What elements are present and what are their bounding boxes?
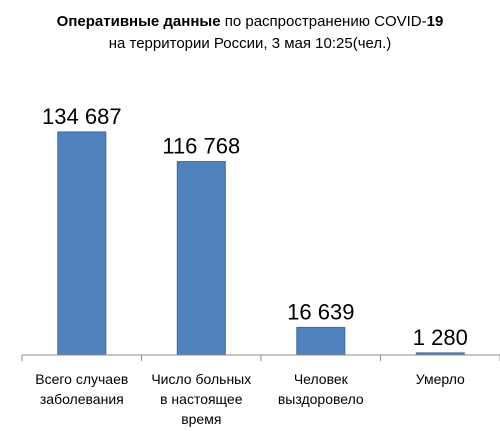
bar-2 (176, 161, 226, 356)
data-label-4: 1 280 (413, 325, 468, 350)
category-label-line: время (181, 411, 221, 427)
chart-title-mid: по распространению COVID- (221, 13, 427, 30)
category-label-line: Всего случаев (35, 371, 128, 387)
bar-3 (296, 326, 346, 356)
category-label-2: Число больных в настоящее время (151, 371, 251, 427)
category-label-3: Человек выздоровело (278, 371, 364, 407)
category-label-line: в настоящее (160, 391, 243, 407)
category-label-line: Умерло (416, 371, 465, 387)
data-label-2: 116 768 (162, 134, 240, 159)
category-label-1: Всего случаев заболевания (35, 371, 128, 407)
bar-group (57, 131, 465, 356)
category-label-line: выздоровело (278, 391, 364, 407)
data-label-group: 134 687 116 768 16 639 1 280 (42, 104, 468, 350)
bar-1 (57, 131, 107, 356)
chart-title-bold-end: 19 (427, 13, 444, 30)
category-label-line: Человек (294, 371, 349, 387)
x-axis (21, 354, 500, 361)
data-label-3: 16 639 (287, 299, 354, 324)
category-label-line: заболевания (40, 391, 124, 407)
category-label-4: Умерло (416, 371, 465, 387)
chart-title-line-2: на территории России, 3 мая 10:25(чел.) (109, 35, 392, 52)
category-label-line: Число больных (151, 371, 251, 387)
category-label-group: Всего случаев заболевания Число больных в н… (35, 371, 465, 427)
data-label-1: 134 687 (42, 104, 122, 129)
chart-title-bold: Оперативные данные (57, 13, 221, 30)
chart-title-line-1: Оперативные данные по распространению CO… (57, 13, 444, 30)
